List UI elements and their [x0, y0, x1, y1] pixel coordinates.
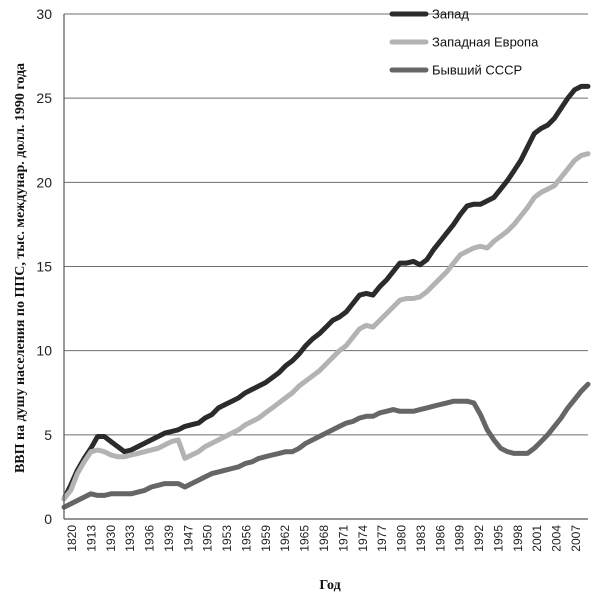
series-line-0 — [61, 83, 591, 502]
x-tick-label: 1959 — [259, 525, 273, 552]
x-tick-label: 1983 — [414, 525, 428, 552]
y-tick-label: 25 — [36, 90, 52, 106]
x-tick-label: 1986 — [433, 525, 447, 552]
x-tick-label: 1953 — [220, 525, 234, 552]
series-line-2 — [61, 381, 591, 510]
x-tick-label: 1820 — [65, 525, 79, 552]
x-tick-label: 2001 — [530, 525, 544, 552]
x-tick-label: 1995 — [491, 525, 505, 552]
axes — [63, 14, 588, 520]
x-tick-label: 1971 — [336, 525, 350, 552]
x-tick-label: 2007 — [569, 525, 583, 552]
series-lines — [61, 83, 591, 510]
x-tick-label: 1930 — [104, 525, 118, 552]
series-line-1 — [61, 151, 591, 502]
x-axis-ticks: 1820 1913 1930 1933 1936 1939 1947 1950 1953 1956… — [65, 525, 583, 552]
x-tick-label: 1992 — [472, 525, 486, 552]
x-tick-label: 2004 — [550, 525, 564, 552]
x-axis-label: Год — [319, 578, 340, 593]
x-tick-label: 1989 — [453, 525, 467, 552]
legend-label-0: Запад — [432, 7, 469, 22]
y-tick-label: 10 — [36, 343, 52, 359]
x-tick-label: 1977 — [375, 525, 389, 552]
x-tick-label: 1998 — [511, 525, 525, 552]
y-axis-ticks: 0 5 10 15 20 25 30 — [36, 6, 52, 527]
y-tick-label: 5 — [44, 427, 52, 443]
y-tick-label: 15 — [36, 259, 52, 275]
x-tick-label: 1936 — [143, 525, 157, 552]
x-tick-label: 1965 — [298, 525, 312, 552]
grid-lines — [64, 13, 588, 436]
x-tick-label: 1939 — [162, 525, 176, 552]
x-tick-label: 1962 — [278, 525, 292, 552]
y-tick-label: 0 — [44, 511, 52, 527]
x-tick-label: 1947 — [181, 525, 195, 552]
y-axis-label: ВВП на душу населения по ППС, тыс. между… — [13, 63, 28, 473]
x-tick-label: 1980 — [395, 525, 409, 552]
legend-label-2: Бывший СССР — [432, 63, 522, 78]
x-tick-label: 1933 — [123, 525, 137, 552]
y-tick-label: 20 — [36, 174, 52, 190]
y-tick-label: 30 — [36, 6, 52, 22]
x-tick-label: 1913 — [84, 525, 98, 552]
x-tick-label: 1950 — [201, 525, 215, 552]
x-tick-label: 1956 — [239, 525, 253, 552]
legend-label-1: Западная Европа — [432, 35, 539, 50]
x-tick-label: 1968 — [317, 525, 331, 552]
legend: Запад Западная Европа Бывший СССР — [389, 7, 539, 78]
x-tick-label: 1974 — [356, 525, 370, 552]
